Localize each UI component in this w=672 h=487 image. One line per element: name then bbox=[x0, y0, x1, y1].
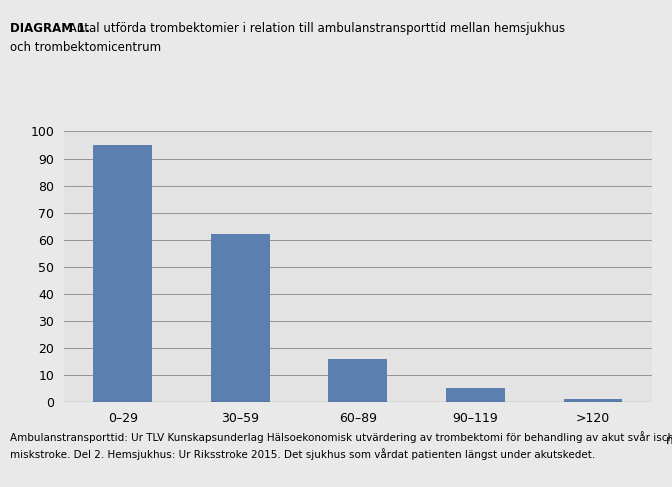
Text: Ambulanstransporttid: Ur TLV Kunskapsunderlag Hälsoekonomisk utvärdering av trom: Ambulanstransporttid: Ur TLV Kunskapsund… bbox=[10, 431, 672, 460]
Bar bbox=[93, 145, 152, 402]
Bar bbox=[446, 388, 505, 402]
Text: min: min bbox=[666, 434, 672, 447]
Bar bbox=[329, 358, 387, 402]
Bar bbox=[564, 399, 622, 402]
Text: och trombektomicentrum: och trombektomicentrum bbox=[10, 41, 161, 55]
Text: Antal utförda trombektomier i relation till ambulanstransporttid mellan hemsjukh: Antal utförda trombektomier i relation t… bbox=[65, 22, 565, 35]
Bar bbox=[211, 234, 269, 402]
Text: DIAGRAM 1.: DIAGRAM 1. bbox=[10, 22, 90, 35]
